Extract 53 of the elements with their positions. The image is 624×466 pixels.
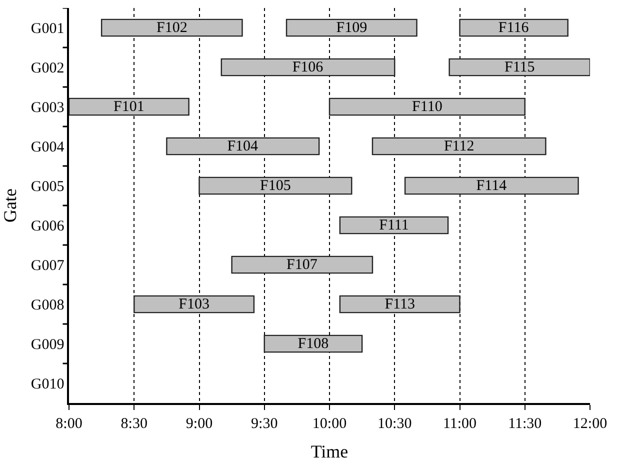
y-tick-label: G005 xyxy=(30,179,64,195)
bar xyxy=(166,137,320,156)
data-label: F114 xyxy=(476,178,508,194)
bar xyxy=(286,18,418,37)
bar xyxy=(328,98,526,116)
bar xyxy=(372,137,546,156)
x-tick-label: 11:30 xyxy=(508,416,542,432)
x-tick-label: 8:30 xyxy=(120,416,148,432)
y-tick-label: G003 xyxy=(30,100,64,116)
bar xyxy=(220,58,396,76)
data-label: F101 xyxy=(113,98,144,115)
x-axis-title: Time xyxy=(310,441,348,462)
x-tick-label: 10:00 xyxy=(312,416,347,432)
bar xyxy=(69,98,190,116)
y-tick-label: G001 xyxy=(30,21,64,37)
x-tick-label: 10:30 xyxy=(378,416,412,432)
x-tick-label: 9:00 xyxy=(186,416,213,432)
bar xyxy=(339,216,449,234)
bar xyxy=(198,176,352,195)
data-label: F102 xyxy=(156,20,188,36)
bar xyxy=(231,256,374,274)
data-label: F115 xyxy=(504,59,535,76)
y-tick-label: G002 xyxy=(30,60,64,76)
bar xyxy=(264,334,363,353)
data-label: F109 xyxy=(336,20,368,36)
bar xyxy=(100,18,243,37)
data-label: F111 xyxy=(379,217,409,234)
data-label: F104 xyxy=(227,138,259,154)
x-tick-label: 12:00 xyxy=(572,416,608,432)
x-tick-label: 8:00 xyxy=(56,416,82,432)
y-tick-label: G004 xyxy=(30,140,65,156)
data-label: F103 xyxy=(178,296,210,312)
bar xyxy=(459,18,568,37)
data-label: F113 xyxy=(384,296,415,312)
data-label: F116 xyxy=(498,20,530,36)
data-label: F106 xyxy=(292,59,324,76)
y-axis-title: Gate xyxy=(0,188,20,222)
y-tick-label: G009 xyxy=(30,337,64,353)
y-tick-label: G010 xyxy=(30,376,64,392)
bar xyxy=(448,58,590,76)
bar xyxy=(134,295,255,314)
bar xyxy=(339,295,460,314)
y-tick-label: G006 xyxy=(30,218,65,234)
y-tick-label: G007 xyxy=(30,258,65,274)
data-label: F110 xyxy=(412,98,442,115)
x-tick-label: 9:30 xyxy=(251,416,278,432)
data-label: F108 xyxy=(298,336,329,352)
bar xyxy=(404,176,579,195)
y-tick-label: G008 xyxy=(30,298,64,314)
data-label: F105 xyxy=(260,178,291,194)
x-tick-label: 11:00 xyxy=(442,416,477,432)
data-label: F107 xyxy=(286,256,318,273)
data-label: F112 xyxy=(444,138,474,154)
